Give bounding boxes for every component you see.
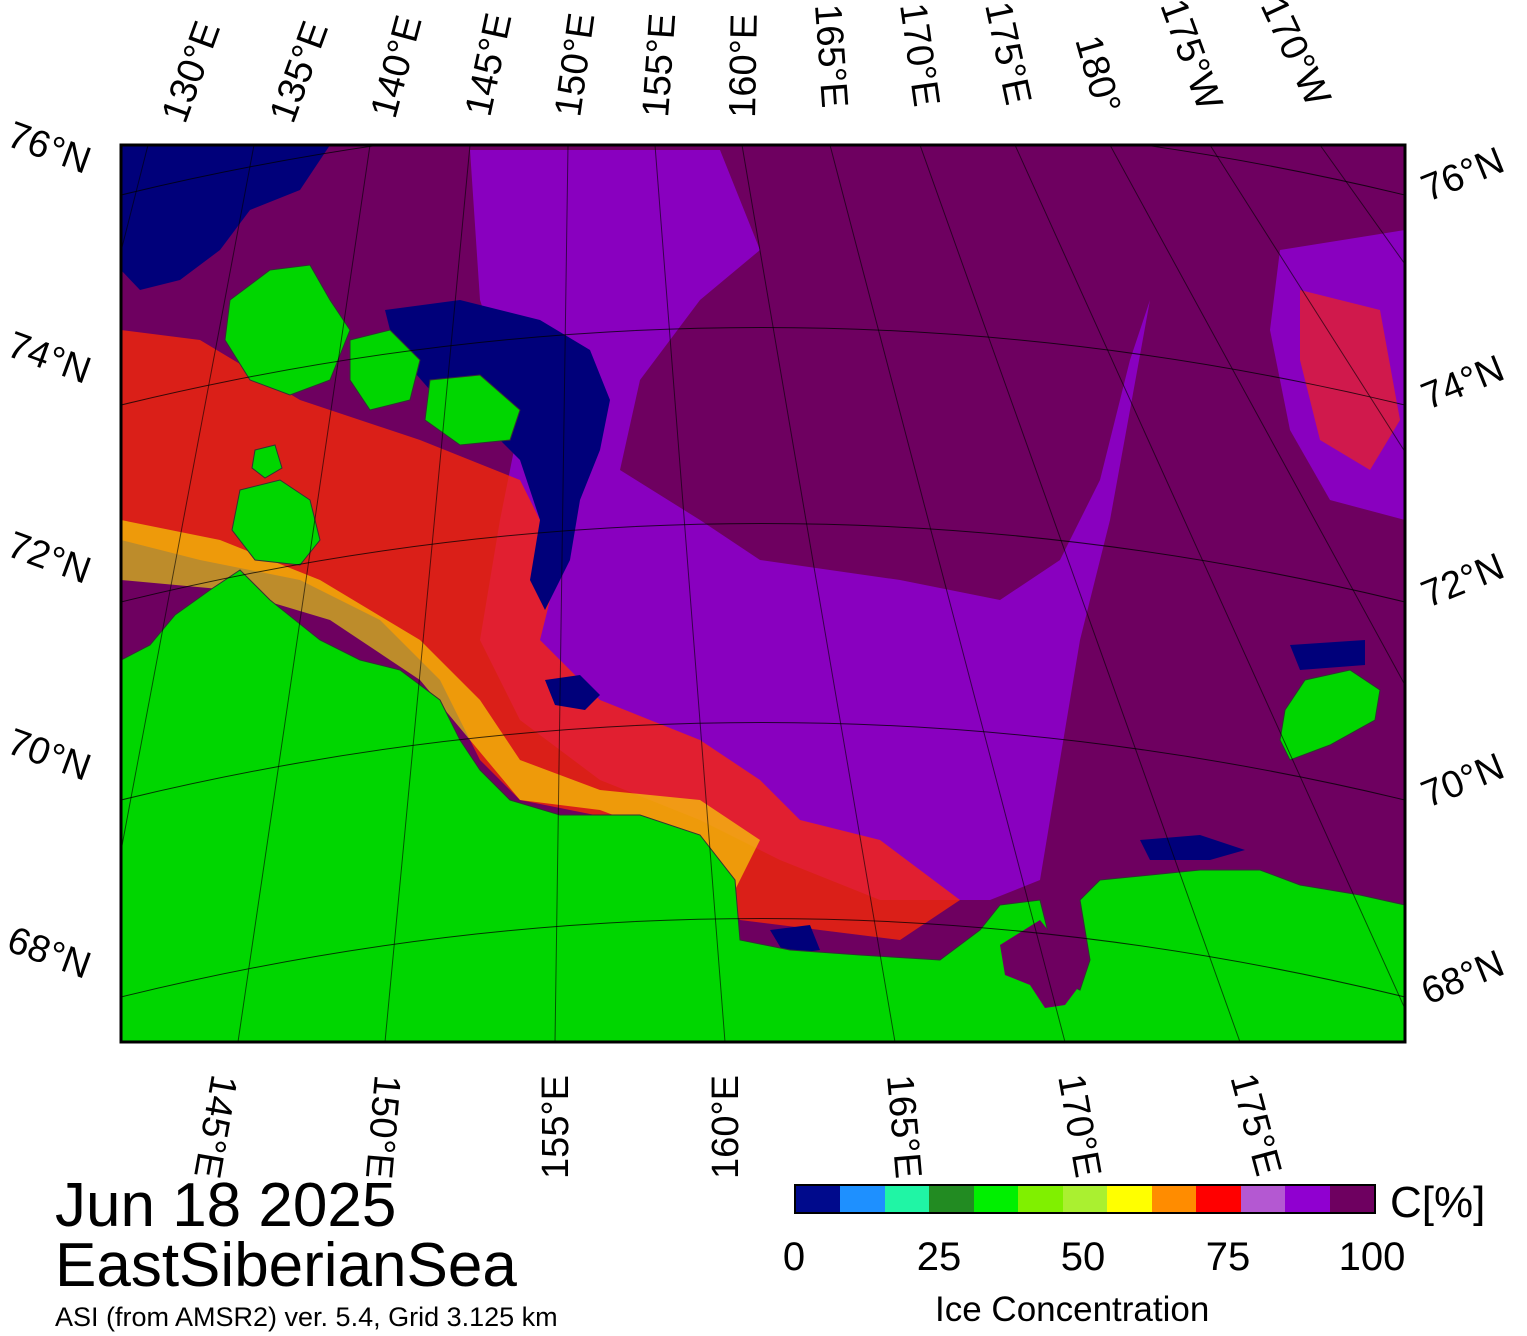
lon-label-top: 150°E <box>547 10 603 119</box>
new-siberia-island <box>349 329 421 411</box>
map-region: EastSiberianSea <box>55 1231 517 1300</box>
map-date: Jun 18 2025 <box>55 1171 397 1240</box>
lon-label-top: 155°E <box>635 12 684 119</box>
colorbar <box>794 1184 1376 1214</box>
lat-label-right: 70°N <box>1416 746 1510 817</box>
lon-label-top: 175°W <box>1152 0 1231 116</box>
lon-label-bottom: 150°E <box>357 1073 408 1180</box>
small-island-1 <box>251 444 283 479</box>
lon-label-top: 170°W <box>1252 0 1338 113</box>
graticule-parallels <box>121 145 1405 998</box>
ice-zone-purple <box>470 150 1150 900</box>
lon-label-top: 135°E <box>262 16 337 128</box>
lat-label-left: 74°N <box>2 324 96 393</box>
mainland <box>121 569 1405 1042</box>
colorbar-segment <box>973 1186 1019 1212</box>
colorbar-title: Ice Concentration <box>935 1290 1210 1329</box>
colorbar-segment <box>1285 1186 1330 1212</box>
ice-patches-east <box>1300 290 1400 470</box>
lon-label-bottom: 175°E <box>1222 1069 1289 1180</box>
lon-label-top: 165°E <box>806 3 855 110</box>
lat-label-left: 76°N <box>2 114 96 183</box>
chaunskaya-bay <box>1000 920 1080 1008</box>
open-water-small-2 <box>1290 640 1365 670</box>
colorbar-segment <box>929 1186 974 1212</box>
colorbar-segment <box>1107 1186 1152 1212</box>
lon-label-bottom: 155°E <box>535 1075 577 1179</box>
colorbar-segment <box>1062 1186 1108 1212</box>
lat-label-left: 68°N <box>2 919 96 988</box>
top-longitude-labels: 130°E 135°E 140°E 145°E 150°E 155°E 160°… <box>154 0 1338 128</box>
colorbar-segment <box>884 1186 930 1212</box>
open-water-polynya <box>385 300 610 610</box>
colorbar-segment <box>840 1186 885 1212</box>
colorbar-unit: C[%] <box>1390 1178 1486 1227</box>
graticule-meridians <box>121 145 1405 1042</box>
colorbar-tick: 50 <box>1060 1235 1106 1279</box>
lon-label-bottom: 145°E <box>185 1072 244 1182</box>
lon-label-bottom: 170°E <box>1049 1071 1108 1181</box>
right-latitude-labels: 76°N 74°N 72°N 70°N 68°N <box>1416 140 1510 1014</box>
colorbar-segment <box>1151 1186 1197 1212</box>
open-water-small-3 <box>770 925 820 955</box>
kotelny-island <box>224 264 351 396</box>
lon-label-top: 180° <box>1066 31 1128 118</box>
lat-label-right: 76°N <box>1416 140 1510 211</box>
data-source: ASI (from AMSR2) ver. 5.4, Grid 3.125 km <box>55 1302 558 1332</box>
lon-label-top: 140°E <box>363 11 430 122</box>
lat-label-right: 68°N <box>1416 943 1510 1014</box>
lon-label-top: 130°E <box>154 16 229 128</box>
lon-label-top: 170°E <box>891 0 947 109</box>
open-water-small-1 <box>545 675 600 710</box>
lon-label-bottom: 165°E <box>878 1073 929 1180</box>
colorbar-tick: 0 <box>782 1235 806 1279</box>
colorbar-segment <box>1240 1186 1286 1212</box>
left-latitude-labels: 76°N 74°N 72°N 70°N 68°N <box>2 114 96 988</box>
colorbar-tick: 100 <box>1338 1235 1406 1279</box>
open-water-nw <box>121 145 330 290</box>
lon-label-top: 175°E <box>976 0 1039 109</box>
lat-label-left: 72°N <box>2 524 96 593</box>
colorbar-segment <box>1018 1186 1063 1212</box>
colorbar-tick: 75 <box>1205 1235 1251 1279</box>
open-water-small-4 <box>1140 835 1245 860</box>
colorbar-segment <box>1329 1186 1375 1212</box>
lon-label-top: 145°E <box>458 9 521 119</box>
colorbar-segment <box>796 1186 841 1212</box>
colorbar-segment <box>1196 1186 1241 1212</box>
lat-label-right: 72°N <box>1416 546 1510 617</box>
bottom-longitude-labels: 145°E 150°E 155°E 160°E 165°E 170°E 175°… <box>185 1069 1289 1181</box>
map-frame <box>119 143 1407 1044</box>
wrangel-island <box>1279 669 1381 761</box>
lat-label-left: 70°N <box>2 721 96 790</box>
map-area <box>121 145 1405 1042</box>
lon-label-top: 160°E <box>722 13 766 118</box>
faddeyevsky-island <box>424 374 521 446</box>
lon-label-bottom: 160°E <box>705 1075 747 1179</box>
marginal-ice-zone <box>121 330 960 940</box>
colorbar-tick: 25 <box>916 1235 962 1279</box>
lat-label-right: 74°N <box>1416 348 1510 419</box>
yellow-ice-band <box>121 520 760 900</box>
